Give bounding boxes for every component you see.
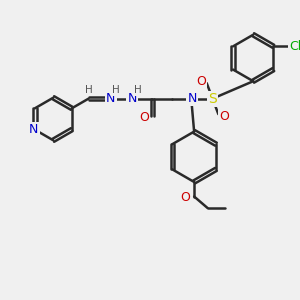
Text: S: S bbox=[208, 92, 217, 106]
Text: O: O bbox=[219, 110, 229, 123]
Text: O: O bbox=[139, 111, 149, 124]
Text: O: O bbox=[181, 191, 190, 204]
Text: Cl: Cl bbox=[290, 40, 300, 53]
Text: H: H bbox=[134, 85, 142, 95]
Text: N: N bbox=[188, 92, 197, 105]
Text: N: N bbox=[29, 123, 38, 136]
Text: N: N bbox=[128, 92, 137, 105]
Text: H: H bbox=[112, 85, 119, 95]
Text: N: N bbox=[106, 92, 116, 105]
Text: O: O bbox=[196, 75, 206, 88]
Text: H: H bbox=[85, 85, 92, 95]
